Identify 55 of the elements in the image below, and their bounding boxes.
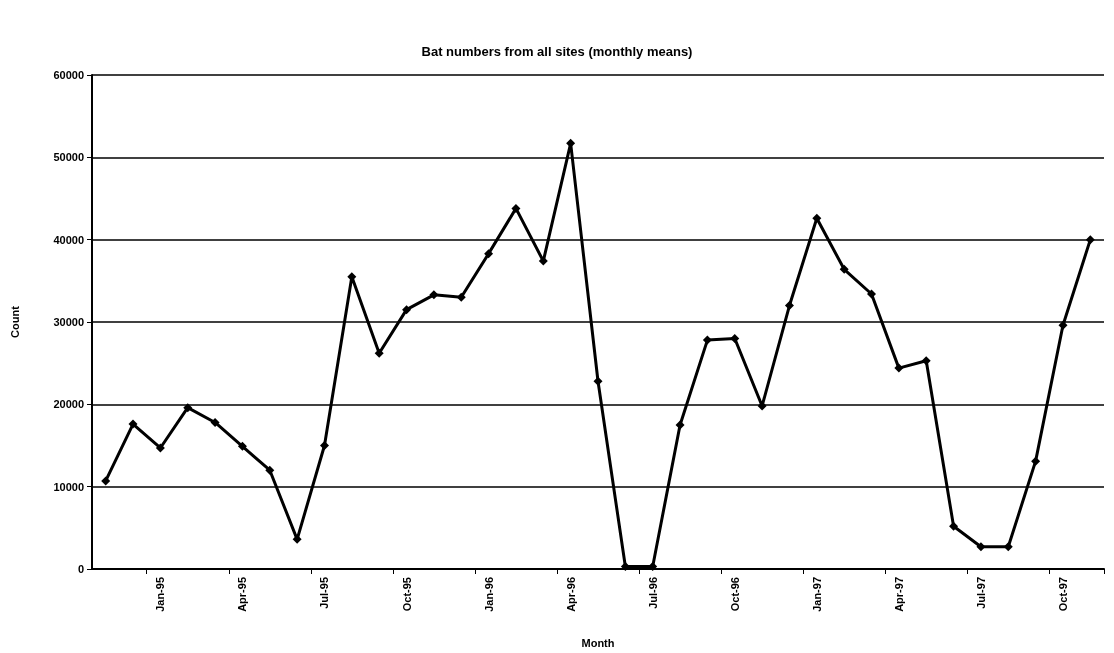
y-tick-label: 20000 xyxy=(53,398,84,411)
point xyxy=(456,292,466,302)
x-tick-label: Jul-96 xyxy=(646,577,659,609)
y-tick-label: 60000 xyxy=(53,69,84,81)
point xyxy=(921,356,931,366)
x-tick-label: Jul-97 xyxy=(974,577,987,609)
chart-title: Bat numbers from all sites (monthly means) xyxy=(421,44,693,59)
point xyxy=(237,441,247,451)
point xyxy=(183,403,193,413)
y-tick-label: 30000 xyxy=(53,316,84,328)
x-tick-label: Apr-95 xyxy=(236,577,249,612)
x-tick-label: Jan-96 xyxy=(482,577,495,612)
y-tick-label: 40000 xyxy=(53,233,84,246)
point xyxy=(1058,320,1068,330)
point xyxy=(949,521,959,531)
point xyxy=(730,333,740,343)
point xyxy=(155,443,165,453)
point xyxy=(511,203,521,213)
y-tick-label: 0 xyxy=(77,563,84,575)
point xyxy=(867,289,877,299)
point xyxy=(265,465,275,475)
y-axis-title: Count xyxy=(8,305,21,338)
point xyxy=(402,305,412,315)
x-tick-label: Oct-96 xyxy=(728,577,741,612)
point xyxy=(812,213,822,223)
point xyxy=(648,562,658,572)
point xyxy=(976,542,986,552)
point xyxy=(675,420,685,430)
x-tick-label: Jan-95 xyxy=(154,577,167,612)
point xyxy=(839,264,849,274)
point xyxy=(319,441,329,450)
point xyxy=(620,562,630,572)
point xyxy=(1003,542,1013,552)
point xyxy=(210,417,220,427)
point xyxy=(429,290,439,300)
x-tick-label: Jul-95 xyxy=(318,577,331,609)
x-tick-label: Apr-97 xyxy=(892,577,905,612)
point xyxy=(484,249,494,259)
point xyxy=(374,348,384,358)
point xyxy=(566,138,576,148)
point xyxy=(593,376,603,386)
point xyxy=(128,419,138,429)
point xyxy=(101,476,111,486)
point xyxy=(894,363,904,373)
x-axis-title: Month xyxy=(581,636,615,649)
x-tick-label: Oct-97 xyxy=(1056,577,1069,612)
x-tick-label: Oct-95 xyxy=(400,577,413,612)
y-tick-label: 10000 xyxy=(53,480,84,493)
y-tick-label: 50000 xyxy=(53,151,84,164)
point xyxy=(702,335,712,345)
x-tick-label: Jan-97 xyxy=(810,577,823,612)
point xyxy=(784,301,794,311)
x-tick-label: Apr-96 xyxy=(564,577,577,612)
point xyxy=(1085,235,1095,245)
point xyxy=(1031,456,1041,466)
